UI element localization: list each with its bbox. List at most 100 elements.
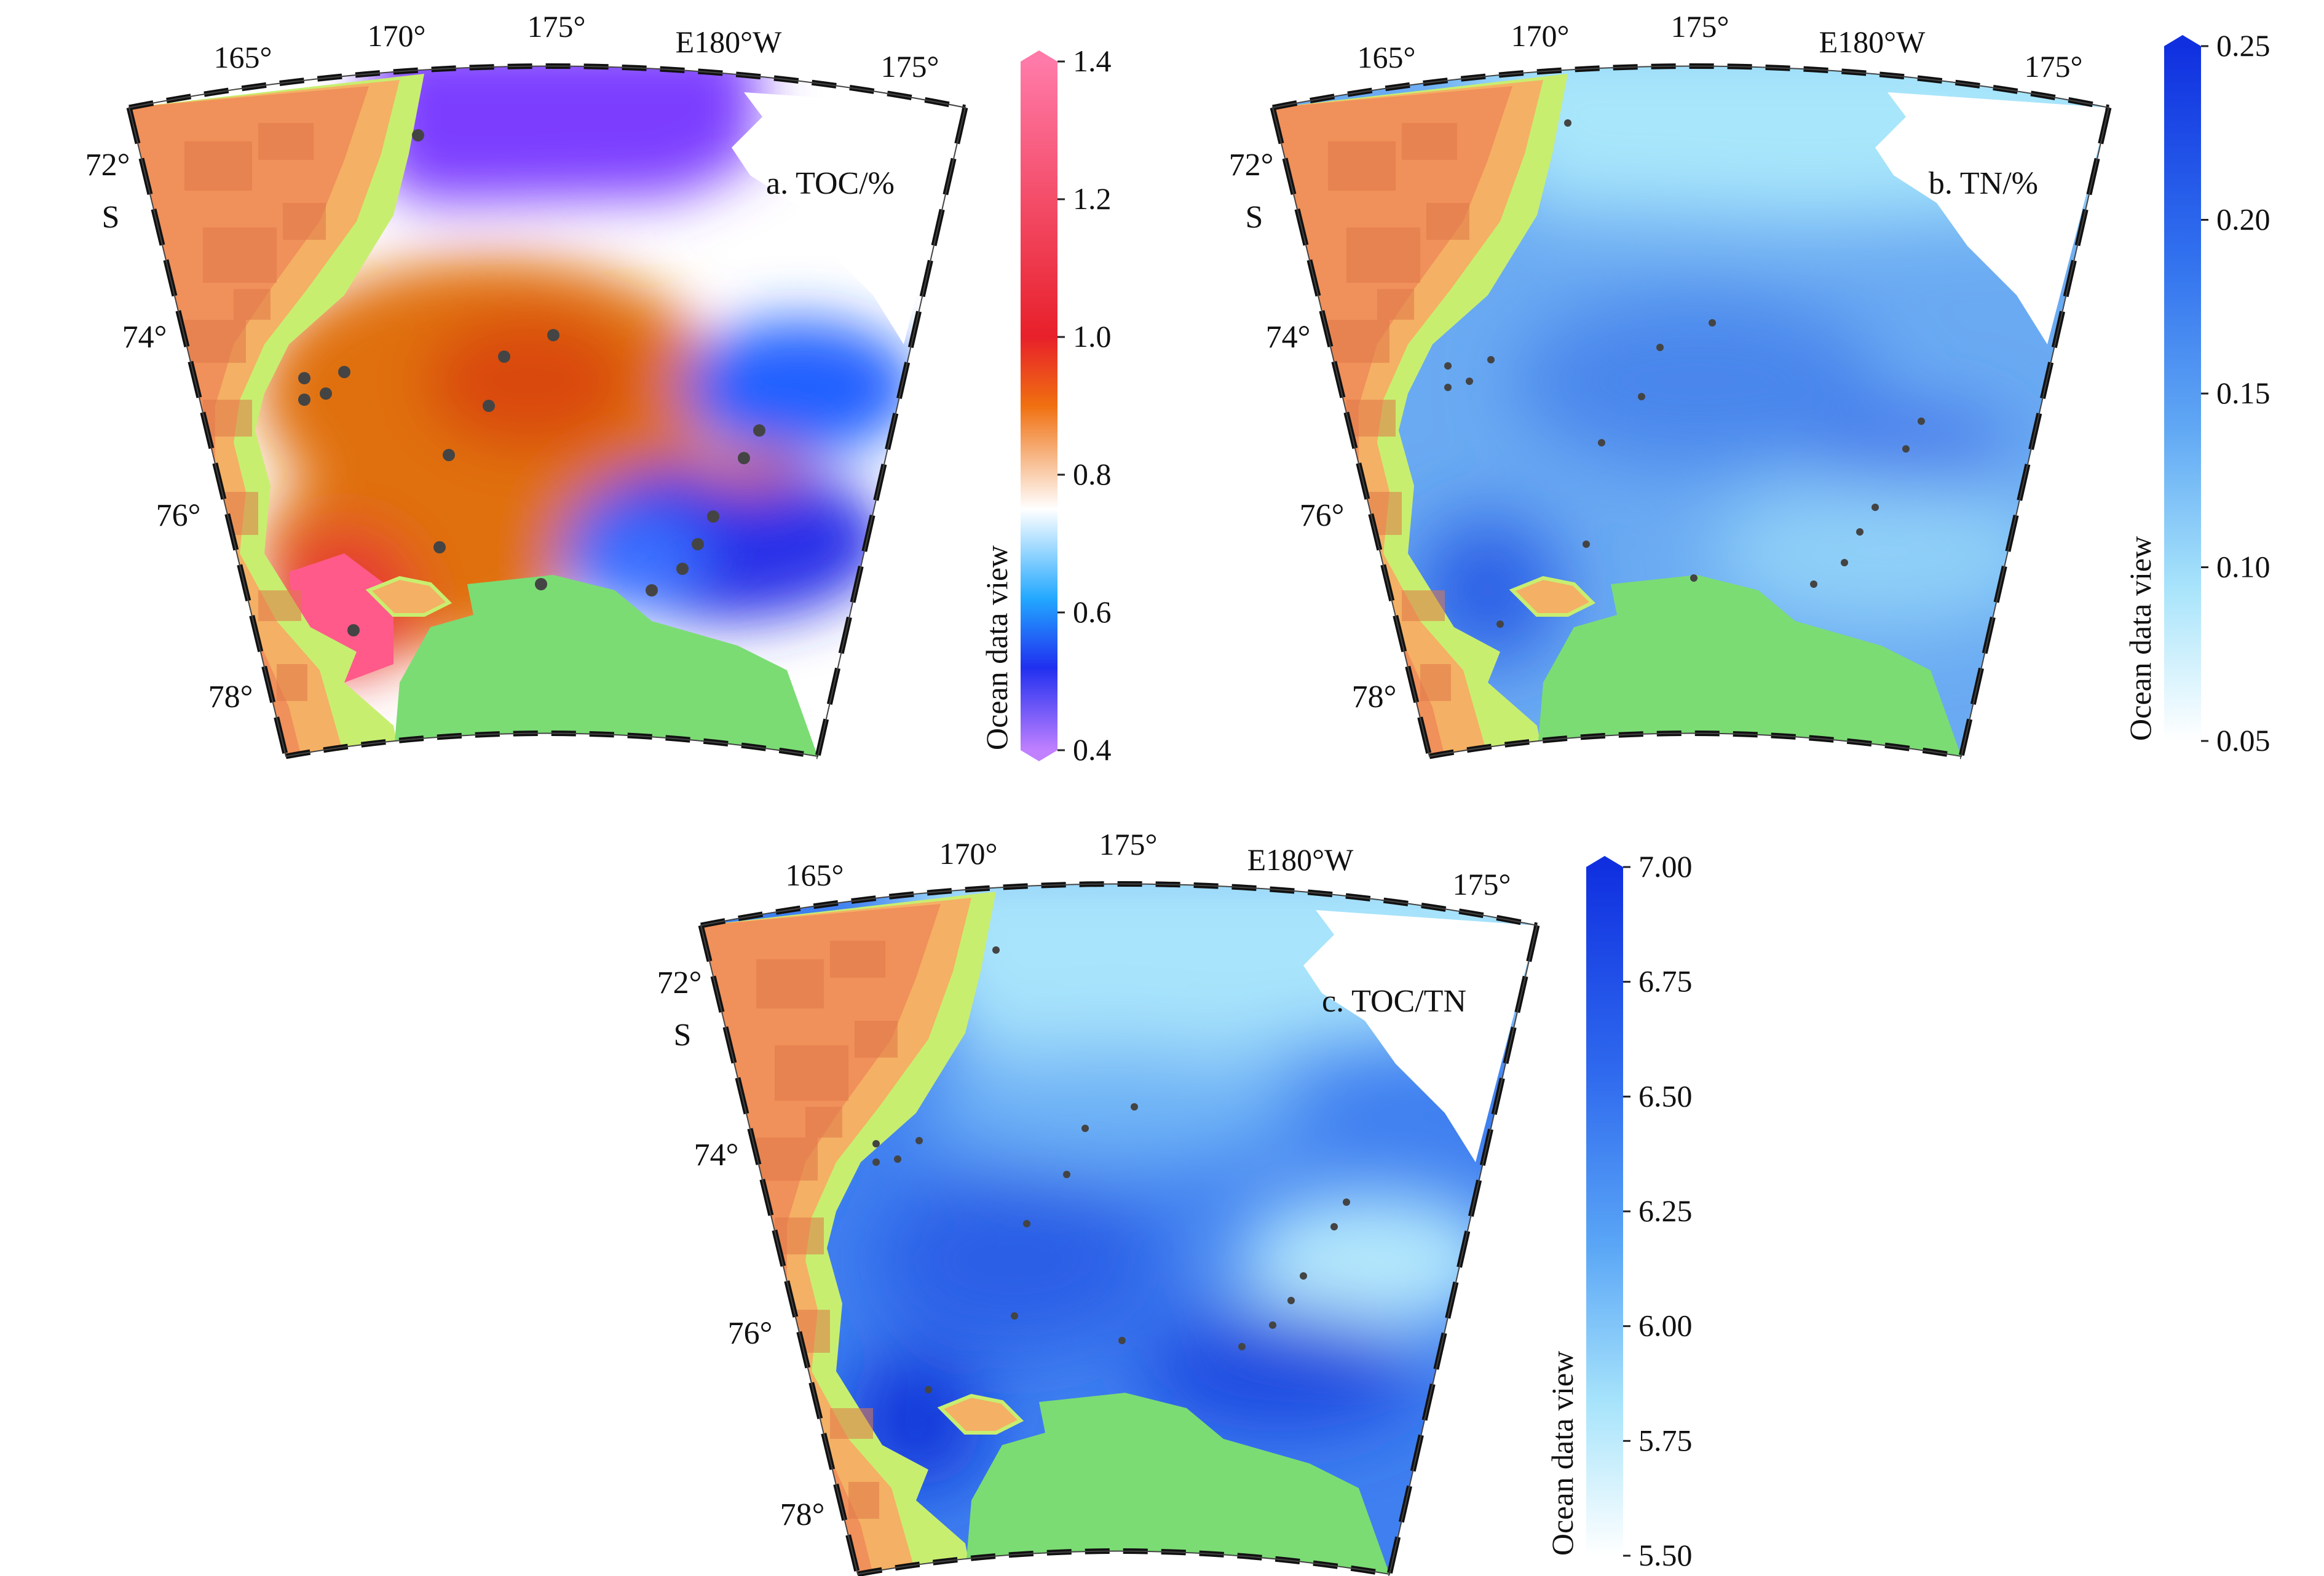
station-dot: [1871, 504, 1879, 511]
station-dot: [443, 449, 455, 461]
station-dot: [1902, 445, 1910, 453]
ross-ice-shelf: [965, 1393, 1389, 1574]
lat-label: 72°: [85, 148, 130, 183]
colorbar-tick-label: 0.8: [1073, 457, 1112, 491]
lat-label: S: [674, 1018, 692, 1053]
mountain-patch: [1402, 590, 1445, 621]
mountain-patch: [756, 1138, 818, 1181]
lon-label: 175°: [1099, 827, 1158, 861]
station-dot: [1023, 1220, 1030, 1227]
station-dot: [412, 129, 424, 141]
station-dot: [915, 1137, 923, 1144]
station-dot: [992, 946, 1000, 954]
lat-label: 72°: [657, 965, 702, 1000]
lon-label: 175°: [1453, 867, 1511, 901]
station-dot: [298, 372, 310, 384]
station-dot: [692, 538, 704, 550]
lon-label: E180°W: [1819, 25, 1926, 59]
station-dot: [872, 1140, 880, 1147]
lon-label: E180°W: [676, 25, 783, 59]
station-dot: [1656, 344, 1664, 351]
victoria-land: [1273, 74, 1568, 756]
lon-label: E180°W: [1247, 842, 1354, 877]
station-dot: [925, 1386, 932, 1393]
station-dot: [483, 400, 495, 412]
mountain-patch: [805, 1107, 842, 1138]
lat-label: S: [1246, 200, 1263, 235]
colorbar-tick-label: 0.4: [1073, 732, 1112, 767]
station-dot: [646, 584, 658, 596]
lat-label: 78°: [1352, 679, 1397, 715]
station-dot: [535, 578, 547, 590]
station-dot: [872, 1158, 880, 1166]
station-dot: [1810, 580, 1817, 588]
mountain-patch: [277, 664, 307, 701]
mountain-patch: [848, 1482, 879, 1519]
station-dot: [1118, 1337, 1126, 1344]
colorbar-gradient: [2164, 46, 2201, 741]
colorbar-bottom-arrow: [2164, 741, 2201, 752]
lat-label: S: [102, 200, 120, 235]
station-dot: [547, 329, 559, 341]
colorbar-tick-label: 0.20: [2216, 202, 2271, 237]
frame-outline: [700, 883, 1538, 1575]
colorbar-a: 1.4 1.2 1.0 0.8 0.6 0.4 Ocean data view: [979, 44, 1112, 767]
colorbar-c: 7.00 6.75 6.50 6.25 6.00 5.75 5.50 Ocean data v…: [1545, 849, 1693, 1572]
mountain-patch: [1328, 141, 1396, 191]
station-dot: [1856, 528, 1864, 536]
station-dot: [298, 394, 310, 406]
panel-label: c. TOC/TN: [1322, 984, 1466, 1019]
mountain-patch: [258, 123, 314, 160]
toc-tn-field: [701, 884, 1537, 1574]
station-dot: [1063, 1171, 1070, 1178]
lon-label: 165°: [214, 40, 272, 74]
colorbar-bottom-arrow: [1021, 750, 1057, 761]
ross-island: [365, 576, 453, 617]
colorbar-tick-label: 6.25: [1638, 1194, 1693, 1228]
lat-label: 78°: [780, 1497, 825, 1532]
mountain-patch: [203, 400, 252, 437]
mountain-patch: [830, 941, 885, 978]
lon-label: 170°: [939, 836, 998, 871]
station-dot: [1598, 439, 1605, 446]
mountain-patch: [1377, 289, 1414, 320]
station-dot: [1583, 541, 1590, 548]
colorbar-tick-label: 1.2: [1073, 181, 1112, 216]
lat-label: 74°: [122, 320, 167, 355]
station-dot: [1269, 1321, 1276, 1329]
ross-island: [937, 1393, 1024, 1435]
station-dot: [1238, 1343, 1246, 1350]
lon-label: 175°: [1671, 9, 1729, 44]
colorbar-gradient: [1586, 867, 1623, 1556]
station-dot: [1081, 1125, 1089, 1132]
mountain-patch: [775, 1045, 848, 1101]
station-dot: [1330, 1223, 1338, 1230]
colorbar-title: Ocean data view: [2123, 536, 2157, 741]
panel-b: 165° 170° 175° E180°W 175° 72° S 74° 76° 78° b. TN…: [1229, 9, 2112, 759]
mountain-patch: [855, 1021, 898, 1058]
mountain-patch: [1346, 400, 1396, 437]
ross-ice-shelf: [1537, 575, 1961, 756]
colorbar-bottom-arrow: [1586, 1556, 1623, 1567]
station-dot: [1690, 574, 1698, 582]
station-dot: [1343, 1198, 1350, 1206]
lon-label: 165°: [1358, 40, 1416, 74]
colorbar-tick-label: 0.15: [2216, 376, 2271, 410]
colorbar-tick-label: 1.0: [1073, 319, 1112, 354]
lat-label: 78°: [208, 679, 253, 715]
panel-label: a. TOC/%: [766, 166, 895, 201]
lon-label: 170°: [1511, 18, 1570, 53]
frame-outline: [1271, 65, 2110, 758]
station-dot: [320, 387, 332, 400]
station-dot: [338, 366, 350, 378]
mountain-patch: [203, 228, 277, 283]
colorbar-b: 0.25 0.20 0.15 0.10 0.05 Ocean data view: [2123, 28, 2271, 758]
colorbar-tick-label: 0.25: [2216, 28, 2271, 63]
mountain-patch: [1346, 228, 1420, 283]
panel-label: b. TN/%: [1929, 166, 2038, 201]
lat-label: 72°: [1229, 148, 1274, 183]
colorbar-title: Ocean data view: [979, 545, 1014, 750]
lon-label: 170°: [368, 18, 426, 53]
station-dot: [1300, 1272, 1307, 1280]
ross-ice-shelf: [393, 575, 818, 756]
